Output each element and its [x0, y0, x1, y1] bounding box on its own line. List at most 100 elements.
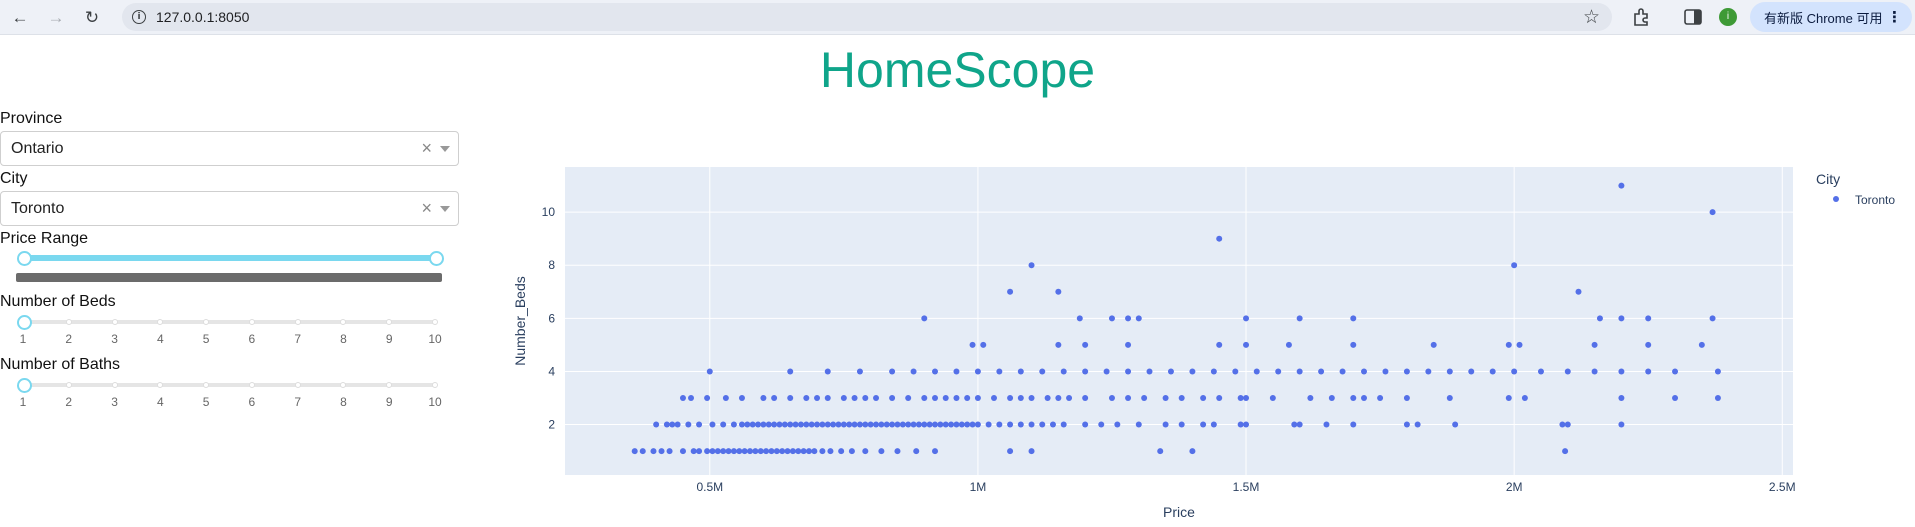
data-point[interactable] — [675, 422, 681, 428]
data-point[interactable] — [1468, 368, 1474, 374]
data-point[interactable] — [1350, 395, 1356, 401]
data-point[interactable] — [785, 448, 791, 454]
data-point[interactable] — [1007, 289, 1013, 295]
data-point[interactable] — [691, 448, 697, 454]
data-point[interactable] — [1238, 422, 1244, 428]
data-point[interactable] — [744, 422, 750, 428]
data-point[interactable] — [1511, 262, 1517, 268]
data-point[interactable] — [750, 422, 756, 428]
data-point[interactable] — [1007, 422, 1013, 428]
data-point[interactable] — [1243, 342, 1249, 348]
data-point[interactable] — [959, 422, 965, 428]
data-point[interactable] — [1452, 422, 1458, 428]
data-point[interactable] — [1672, 368, 1678, 374]
data-point[interactable] — [1715, 368, 1721, 374]
data-point[interactable] — [1340, 368, 1346, 374]
data-point[interactable] — [731, 422, 737, 428]
data-point[interactable] — [1350, 422, 1356, 428]
data-point[interactable] — [1710, 209, 1716, 215]
data-point[interactable] — [1039, 368, 1045, 374]
data-point[interactable] — [1055, 395, 1061, 401]
data-point[interactable] — [948, 422, 954, 428]
data-point[interactable] — [798, 422, 804, 428]
data-point[interactable] — [889, 368, 895, 374]
data-point[interactable] — [1216, 236, 1222, 242]
data-point[interactable] — [1645, 368, 1651, 374]
data-point[interactable] — [715, 448, 721, 454]
data-point[interactable] — [680, 448, 686, 454]
data-point[interactable] — [1216, 395, 1222, 401]
data-point[interactable] — [1431, 342, 1437, 348]
data-point[interactable] — [1125, 342, 1131, 348]
data-point[interactable] — [1098, 422, 1104, 428]
data-point[interactable] — [1618, 368, 1624, 374]
data-point[interactable] — [1672, 395, 1678, 401]
data-point[interactable] — [1039, 422, 1045, 428]
data-point[interactable] — [1200, 422, 1206, 428]
data-point[interactable] — [814, 422, 820, 428]
data-point[interactable] — [1506, 395, 1512, 401]
data-point[interactable] — [1447, 368, 1453, 374]
data-point[interactable] — [1307, 395, 1313, 401]
data-point[interactable] — [1361, 368, 1367, 374]
data-point[interactable] — [1216, 342, 1222, 348]
data-point[interactable] — [894, 422, 900, 428]
data-point[interactable] — [1565, 368, 1571, 374]
data-point[interactable] — [889, 422, 895, 428]
data-point[interactable] — [1232, 368, 1238, 374]
data-point[interactable] — [1189, 368, 1195, 374]
data-point[interactable] — [1562, 448, 1568, 454]
data-point[interactable] — [846, 422, 852, 428]
data-point[interactable] — [1506, 342, 1512, 348]
data-point[interactable] — [1018, 395, 1024, 401]
data-point[interactable] — [1007, 395, 1013, 401]
data-point[interactable] — [1061, 422, 1067, 428]
data-point[interactable] — [739, 395, 745, 401]
data-point[interactable] — [704, 395, 710, 401]
data-point[interactable] — [1125, 315, 1131, 321]
data-point[interactable] — [809, 422, 815, 428]
data-point[interactable] — [1618, 183, 1624, 189]
data-point[interactable] — [774, 448, 780, 454]
data-point[interactable] — [825, 368, 831, 374]
data-point[interactable] — [1404, 422, 1410, 428]
data-point[interactable] — [1082, 422, 1088, 428]
data-point[interactable] — [1618, 395, 1624, 401]
data-point[interactable] — [1447, 395, 1453, 401]
data-point[interactable] — [806, 448, 812, 454]
data-point[interactable] — [790, 448, 796, 454]
data-point[interactable] — [991, 395, 997, 401]
data-point[interactable] — [878, 448, 884, 454]
data-point[interactable] — [841, 395, 847, 401]
data-point[interactable] — [1163, 422, 1169, 428]
data-point[interactable] — [1179, 395, 1185, 401]
data-point[interactable] — [1618, 315, 1624, 321]
data-point[interactable] — [964, 395, 970, 401]
data-point[interactable] — [900, 422, 906, 428]
data-point[interactable] — [1559, 422, 1565, 428]
data-point[interactable] — [814, 395, 820, 401]
data-point[interactable] — [943, 422, 949, 428]
data-point[interactable] — [680, 395, 686, 401]
data-point[interactable] — [1404, 368, 1410, 374]
data-point[interactable] — [1082, 395, 1088, 401]
data-point[interactable] — [878, 422, 884, 428]
data-point[interactable] — [632, 448, 638, 454]
data-point[interactable] — [720, 422, 726, 428]
data-point[interactable] — [1517, 342, 1523, 348]
data-point[interactable] — [943, 395, 949, 401]
data-point[interactable] — [1297, 422, 1303, 428]
data-point[interactable] — [731, 448, 737, 454]
data-point[interactable] — [782, 422, 788, 428]
data-point[interactable] — [793, 422, 799, 428]
data-point[interactable] — [1710, 315, 1716, 321]
data-point[interactable] — [1050, 422, 1056, 428]
data-point[interactable] — [932, 448, 938, 454]
data-point[interactable] — [1254, 368, 1260, 374]
data-point[interactable] — [841, 422, 847, 428]
data-point[interactable] — [696, 422, 702, 428]
data-point[interactable] — [1297, 315, 1303, 321]
data-point[interactable] — [868, 422, 874, 428]
data-point[interactable] — [1275, 368, 1281, 374]
data-point[interactable] — [964, 422, 970, 428]
